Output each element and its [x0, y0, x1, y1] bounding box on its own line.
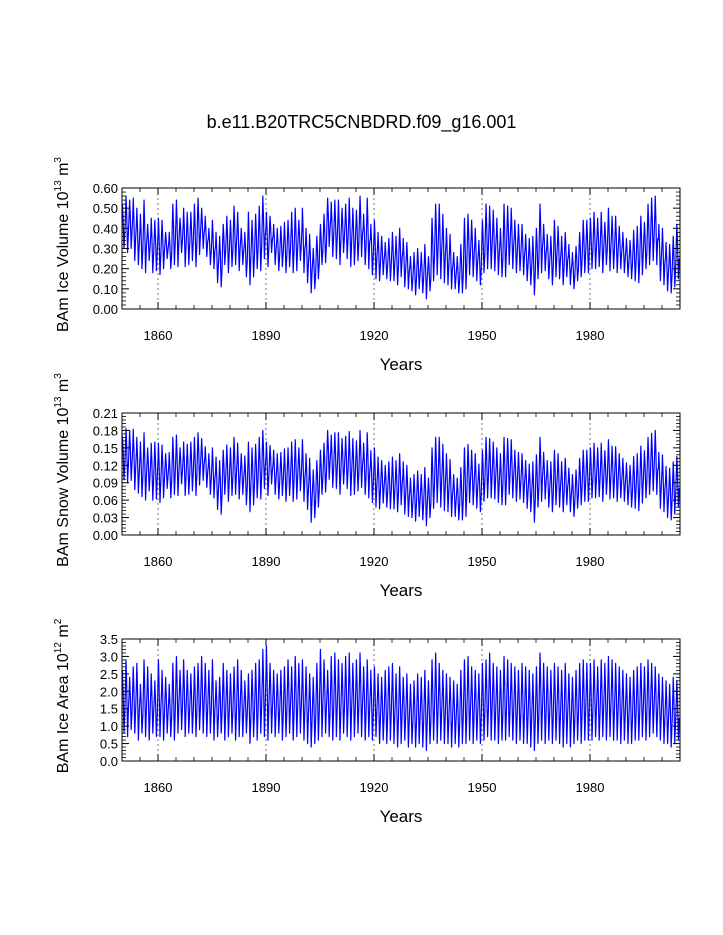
y-tick-label: 2.0 — [100, 684, 118, 699]
x-tick-label: 1980 — [576, 554, 605, 569]
series-line — [121, 428, 680, 527]
y-tick-label: 0.40 — [93, 221, 118, 236]
y-tick-label: 0.12 — [93, 458, 118, 473]
y-tick-label: 0.60 — [93, 181, 118, 196]
y-tick-label: 0.03 — [93, 511, 118, 526]
series-line — [121, 645, 680, 752]
y-axis-label: BAm Ice Area 1012 m2 — [53, 618, 72, 773]
y-tick-label: 0.15 — [93, 441, 118, 456]
y-tick-label: 2.5 — [100, 667, 118, 682]
y-tick-label: 0.5 — [100, 737, 118, 752]
y-axis-label: BAm Snow Volume 1013 m3 — [53, 373, 72, 567]
x-tick-label: 1860 — [144, 780, 173, 795]
y-axis-label-unit-exponent: 3 — [53, 373, 64, 379]
plot-frame — [121, 412, 681, 536]
chart-panel-3: 1860 1890 1920 1950 1980 0.0 0.5 1.0 1.5 2.0 2.5 3.… — [53, 618, 681, 826]
y-axis-label-exponent: 13 — [53, 396, 64, 408]
y-tick-label: 0.20 — [93, 262, 118, 277]
x-tick-label: 1980 — [576, 328, 605, 343]
x-axis-label: Years — [380, 581, 423, 600]
chart-panel-2: 1860 1890 1920 1950 1980 0.00 0.03 0.06 0.09 0.12… — [53, 373, 681, 600]
y-tick-label: 0.30 — [93, 242, 118, 257]
y-axis-label-exponent: 12 — [53, 642, 64, 654]
x-tick-label: 1980 — [576, 780, 605, 795]
y-axis-label: BAm Ice Volume 1013 m3 — [53, 157, 72, 332]
x-tick-label: 1920 — [360, 780, 389, 795]
y-tick-label: 0.50 — [93, 201, 118, 216]
x-tick-label: 1920 — [360, 554, 389, 569]
y-axis-label-main: BAm Snow Volume 10 — [55, 408, 72, 567]
y-tick-label: 3.0 — [100, 649, 118, 664]
x-tick-label: 1950 — [468, 554, 497, 569]
x-tick-label: 1890 — [252, 780, 281, 795]
y-tick-label: 0.10 — [93, 282, 118, 297]
y-axis-label-unit: m — [55, 379, 72, 397]
y-axis-label-unit: m — [55, 624, 72, 642]
y-axis-label-unit-exponent: 3 — [53, 157, 64, 163]
x-tick-label: 1950 — [468, 328, 497, 343]
chart-panel-1: 1860 1890 1920 1950 1980 0.00 0.10 0.20 0.30 0.40… — [53, 157, 681, 374]
y-tick-label: 1.5 — [100, 702, 118, 717]
y-tick-label: 0.0 — [100, 754, 118, 769]
y-tick-label: 3.5 — [100, 632, 118, 647]
y-tick-label: 1.0 — [100, 719, 118, 734]
y-tick-label: 0.00 — [93, 302, 118, 317]
y-axis-label-unit: m — [55, 163, 72, 181]
y-axis-label-main: BAm Ice Volume 10 — [55, 191, 72, 332]
x-tick-label: 1950 — [468, 780, 497, 795]
y-tick-label: 0.09 — [93, 476, 118, 491]
y-tick-label: 0.06 — [93, 493, 118, 508]
y-axis-label-unit-exponent: 2 — [53, 618, 64, 624]
x-tick-label: 1860 — [144, 554, 173, 569]
x-tick-label: 1920 — [360, 328, 389, 343]
series-line — [121, 195, 680, 300]
y-tick-label: 0.00 — [93, 528, 118, 543]
plot-frame — [121, 638, 681, 762]
x-axis-label: Years — [380, 807, 423, 826]
x-tick-label: 1860 — [144, 328, 173, 343]
y-axis-label-exponent: 13 — [53, 180, 64, 192]
y-tick-label: 0.18 — [93, 423, 118, 438]
x-tick-label: 1890 — [252, 554, 281, 569]
figure-title: b.e11.B20TRC5CNBDRD.f09_g16.001 — [206, 112, 517, 132]
y-axis-label-main: BAm Ice Area 10 — [55, 653, 72, 773]
x-axis-label: Years — [380, 355, 423, 374]
x-tick-label: 1890 — [252, 328, 281, 343]
y-tick-label: 0.21 — [93, 406, 118, 421]
